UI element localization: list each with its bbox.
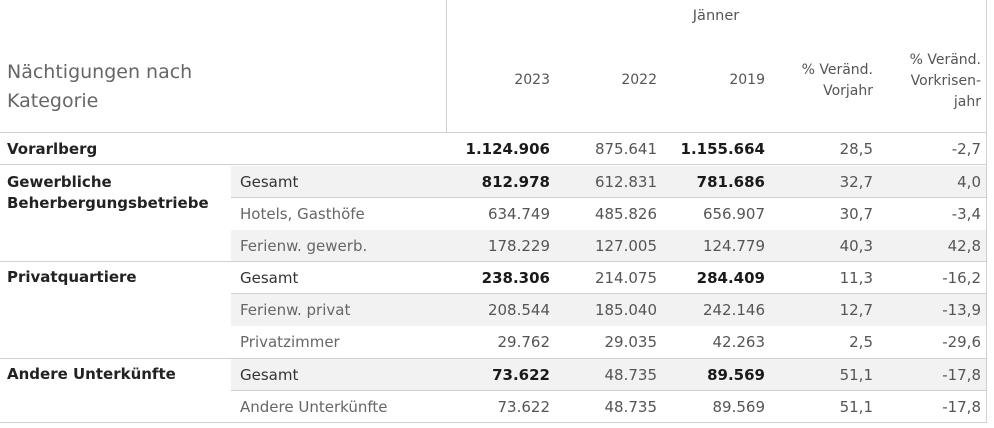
value-cell: 51,1 xyxy=(839,398,873,416)
value-cell: 284.409 xyxy=(696,269,765,287)
group-label-gewerbliche: Gewerbliche Beherbergungsbetriebe xyxy=(7,173,209,212)
value-cell: -3,4 xyxy=(951,205,981,223)
value-cell: 242.146 xyxy=(702,301,765,319)
row-label: Gesamt xyxy=(240,366,299,384)
value-cell: 238.306 xyxy=(481,269,550,287)
column-group-title: Jänner xyxy=(692,8,740,24)
value-cell: 208.544 xyxy=(487,301,550,319)
group-divider xyxy=(0,261,987,262)
value-cell: 40,3 xyxy=(839,237,873,255)
column-header-change-prev-year: % Veränd. Vorjahr xyxy=(801,62,873,99)
table-bottom-border xyxy=(0,422,987,423)
group-label-andere-unterkuenfte: Andere Unterkünfte xyxy=(7,365,176,383)
header-divider xyxy=(446,0,447,133)
row-label: Gesamt xyxy=(240,269,299,287)
value-cell: 89.569 xyxy=(707,366,765,384)
value-cell: 656.907 xyxy=(702,205,765,223)
row-label: Ferienw. privat xyxy=(240,301,351,319)
row-label: Ferienw. gewerb. xyxy=(240,237,368,255)
value-cell: -29,6 xyxy=(942,333,981,351)
column-header-change-precrisis-year: % Veränd. Vorkrisen- jahr xyxy=(909,52,981,110)
value-cell: 12,7 xyxy=(839,301,873,319)
table-row: Gesamt 812.978 612.831 781.686 32,7 4,0 xyxy=(231,166,986,198)
value-cell: -17,8 xyxy=(942,366,981,384)
value-cell: 634.749 xyxy=(487,205,550,223)
header-bottom-border xyxy=(0,132,987,133)
subrow-divider xyxy=(231,293,987,294)
group-divider xyxy=(0,358,987,359)
value-cell: 29.035 xyxy=(604,333,658,351)
value-cell: 89.569 xyxy=(712,398,766,416)
table-row: Ferienw. privat 208.544 185.040 242.146 … xyxy=(231,294,986,326)
value-cell: 42.263 xyxy=(712,333,766,351)
table-row: Andere Unterkünfte 73.622 48.735 89.569 … xyxy=(231,391,986,423)
value-cell: 812.978 xyxy=(481,173,550,191)
category-title: Nächtigungen nach Kategorie xyxy=(7,61,193,112)
table-row: Gesamt 73.622 48.735 89.569 51,1 -17,8 xyxy=(231,359,986,391)
value-cell: 42,8 xyxy=(947,237,981,255)
value-cell: 185.040 xyxy=(594,301,657,319)
value-cell: 73.622 xyxy=(497,398,551,416)
value-cell: 29.762 xyxy=(497,333,551,351)
value-cell: 48.735 xyxy=(604,366,658,384)
value-cell: 2,5 xyxy=(849,333,873,351)
value-cell: 178.229 xyxy=(487,237,550,255)
value-cell: -17,8 xyxy=(942,398,981,416)
table-row: Gesamt 238.306 214.075 284.409 11,3 -16,… xyxy=(231,262,986,294)
value-cell: 1.124.906 xyxy=(465,140,550,158)
value-cell: 51,1 xyxy=(839,366,873,384)
value-cell: 127.005 xyxy=(594,237,657,255)
value-cell: 73.622 xyxy=(492,366,550,384)
value-cell: 30,7 xyxy=(839,205,873,223)
value-cell: -13,9 xyxy=(942,301,981,319)
table-border-right xyxy=(986,0,987,422)
value-cell: 612.831 xyxy=(594,173,657,191)
value-cell: 11,3 xyxy=(839,269,873,287)
column-header-2019: 2019 xyxy=(729,72,765,88)
value-cell: -2,7 xyxy=(951,140,981,158)
table-row-vorarlberg: Vorarlberg 1.124.906 875.641 1.155.664 2… xyxy=(0,133,986,165)
table-row: Ferienw. gewerb. 178.229 127.005 124.779… xyxy=(231,230,986,262)
value-cell: 124.779 xyxy=(702,237,765,255)
row-label: Andere Unterkünfte xyxy=(240,398,388,416)
subrow-divider xyxy=(231,197,987,198)
row-divider xyxy=(0,164,987,165)
subrow-divider xyxy=(231,390,987,391)
row-label: Hotels, Gasthöfe xyxy=(240,205,365,223)
value-cell: 48.735 xyxy=(604,398,658,416)
value-cell: -16,2 xyxy=(942,269,981,287)
column-header-2023: 2023 xyxy=(514,72,550,88)
value-cell: 32,7 xyxy=(839,173,873,191)
row-label-vorarlberg: Vorarlberg xyxy=(7,140,98,158)
value-cell: 1.155.664 xyxy=(680,140,765,158)
row-label: Privatzimmer xyxy=(240,333,340,351)
value-cell: 214.075 xyxy=(594,269,657,287)
value-cell: 485.826 xyxy=(594,205,657,223)
value-cell: 28,5 xyxy=(839,140,873,158)
group-label-privatquartiere: Privatquartiere xyxy=(7,268,137,286)
value-cell: 781.686 xyxy=(696,173,765,191)
value-cell: 875.641 xyxy=(594,140,657,158)
row-label: Gesamt xyxy=(240,173,299,191)
table-row: Privatzimmer 29.762 29.035 42.263 2,5 -2… xyxy=(231,326,986,358)
value-cell: 4,0 xyxy=(957,173,981,191)
column-header-2022: 2022 xyxy=(621,72,657,88)
table-row: Hotels, Gasthöfe 634.749 485.826 656.907… xyxy=(231,198,986,230)
